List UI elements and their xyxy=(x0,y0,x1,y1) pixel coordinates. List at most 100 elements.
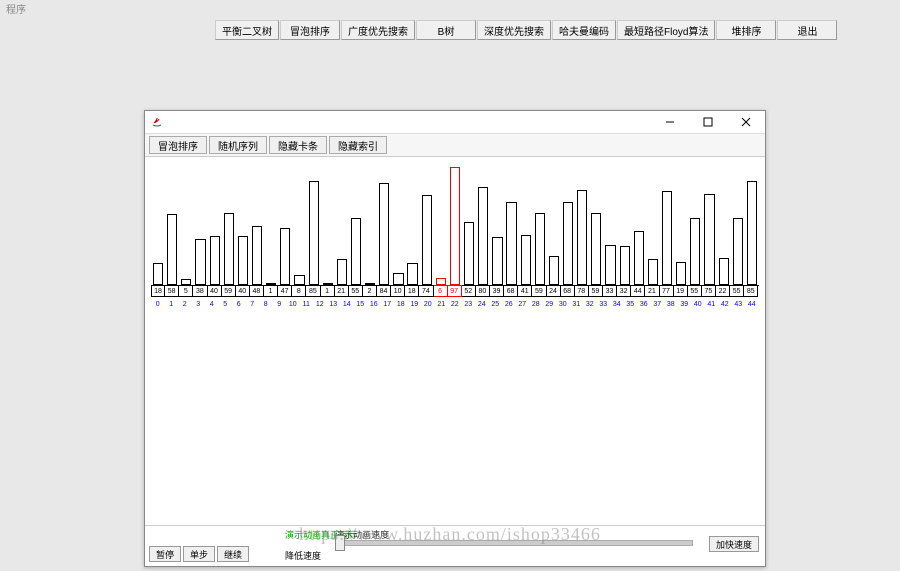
value-cell: 68 xyxy=(561,285,575,297)
bar xyxy=(563,202,573,285)
bar xyxy=(719,258,729,285)
bar xyxy=(506,202,516,285)
value-cell: 68 xyxy=(504,285,518,297)
index-label: 11 xyxy=(300,298,314,310)
index-label: 18 xyxy=(394,298,408,310)
low-speed-label: 降低速度 xyxy=(285,549,321,562)
bar xyxy=(167,214,177,285)
index-label: 19 xyxy=(408,298,422,310)
value-cell: 59 xyxy=(532,285,546,297)
value-cell: 32 xyxy=(617,285,631,297)
value-cell: 18 xyxy=(405,285,419,297)
main-button-0[interactable]: 平衡二叉树 xyxy=(215,20,279,40)
sub-button-3[interactable]: 隐藏索引 xyxy=(329,136,387,154)
bar xyxy=(690,218,700,285)
index-label: 31 xyxy=(570,298,584,310)
main-button-4[interactable]: 深度优先搜索 xyxy=(477,20,551,40)
main-button-3[interactable]: B树 xyxy=(416,20,476,40)
bar xyxy=(393,273,403,285)
value-cell: 8 xyxy=(292,285,306,297)
value-cell: 1 xyxy=(321,285,335,297)
sub-button-2[interactable]: 隐藏卡条 xyxy=(269,136,327,154)
value-cell: 22 xyxy=(716,285,730,297)
index-label: 43 xyxy=(732,298,746,310)
value-cell: 1 xyxy=(264,285,278,297)
control-buttons: 暂停单步继续 xyxy=(149,546,249,562)
inner-window: 冒泡排序随机序列隐藏卡条隐藏索引 18585384059404814788512… xyxy=(144,110,766,567)
main-button-1[interactable]: 冒泡排序 xyxy=(280,20,340,40)
index-label: 39 xyxy=(678,298,692,310)
value-cell: 10 xyxy=(391,285,405,297)
index-label: 26 xyxy=(502,298,516,310)
bar xyxy=(662,191,672,285)
value-cell: 85 xyxy=(306,285,320,297)
bar xyxy=(436,278,446,285)
index-label: 7 xyxy=(246,298,260,310)
bar xyxy=(464,222,474,285)
value-cell: 52 xyxy=(462,285,476,297)
value-cell: 24 xyxy=(547,285,561,297)
main-button-7[interactable]: 堆排序 xyxy=(716,20,776,40)
speed-slider-thumb[interactable] xyxy=(335,535,345,551)
value-cell: 39 xyxy=(490,285,504,297)
bar xyxy=(634,231,644,285)
index-row: 0123456789101112131415161718192021222324… xyxy=(151,298,759,310)
index-label: 28 xyxy=(529,298,543,310)
index-label: 9 xyxy=(273,298,287,310)
bar xyxy=(224,213,234,285)
bar xyxy=(492,237,502,285)
index-label: 20 xyxy=(421,298,435,310)
bar xyxy=(648,259,658,285)
bar xyxy=(422,195,432,285)
index-label: 5 xyxy=(219,298,233,310)
index-label: 34 xyxy=(610,298,624,310)
value-cell: 6 xyxy=(434,285,448,297)
index-label: 17 xyxy=(381,298,395,310)
bar xyxy=(280,228,290,285)
index-label: 33 xyxy=(597,298,611,310)
minimize-button[interactable] xyxy=(651,111,689,133)
value-cell: 33 xyxy=(603,285,617,297)
value-cell: 74 xyxy=(419,285,433,297)
bar xyxy=(620,246,630,285)
ctl-button-2[interactable]: 继续 xyxy=(217,546,249,562)
index-label: 36 xyxy=(637,298,651,310)
value-cell: 48 xyxy=(250,285,264,297)
maximize-button[interactable] xyxy=(689,111,727,133)
index-label: 13 xyxy=(327,298,341,310)
index-label: 32 xyxy=(583,298,597,310)
index-label: 1 xyxy=(165,298,179,310)
ctl-button-0[interactable]: 暂停 xyxy=(149,546,181,562)
speed-up-button[interactable]: 加快速度 xyxy=(709,536,759,552)
index-label: 22 xyxy=(448,298,462,310)
bar xyxy=(521,235,531,285)
bar xyxy=(478,187,488,285)
value-cell: 44 xyxy=(631,285,645,297)
index-label: 12 xyxy=(313,298,327,310)
index-label: 23 xyxy=(462,298,476,310)
bar xyxy=(195,239,205,285)
main-button-5[interactable]: 哈夫曼编码 xyxy=(552,20,616,40)
close-button[interactable] xyxy=(727,111,765,133)
value-cells-row: 1858538405940481478851215528410187469752… xyxy=(151,285,759,297)
index-label: 21 xyxy=(435,298,449,310)
bar xyxy=(450,167,460,285)
sub-button-0[interactable]: 冒泡排序 xyxy=(149,136,207,154)
app-title: 程序 xyxy=(6,1,26,16)
bar xyxy=(210,236,220,285)
value-cell: 80 xyxy=(476,285,490,297)
bar xyxy=(535,213,545,285)
speed-slider[interactable] xyxy=(335,540,693,546)
main-button-8[interactable]: 退出 xyxy=(777,20,837,40)
value-cell: 58 xyxy=(165,285,179,297)
sub-button-1[interactable]: 随机序列 xyxy=(209,136,267,154)
main-button-2[interactable]: 广度优先搜索 xyxy=(341,20,415,40)
ctl-button-1[interactable]: 单步 xyxy=(183,546,215,562)
value-cell: 85 xyxy=(744,285,758,297)
value-cell: 5 xyxy=(179,285,193,297)
index-label: 10 xyxy=(286,298,300,310)
bar xyxy=(605,245,615,285)
java-icon xyxy=(151,116,163,128)
main-button-6[interactable]: 最短路径Floyd算法 xyxy=(617,20,715,40)
bar xyxy=(577,190,587,285)
